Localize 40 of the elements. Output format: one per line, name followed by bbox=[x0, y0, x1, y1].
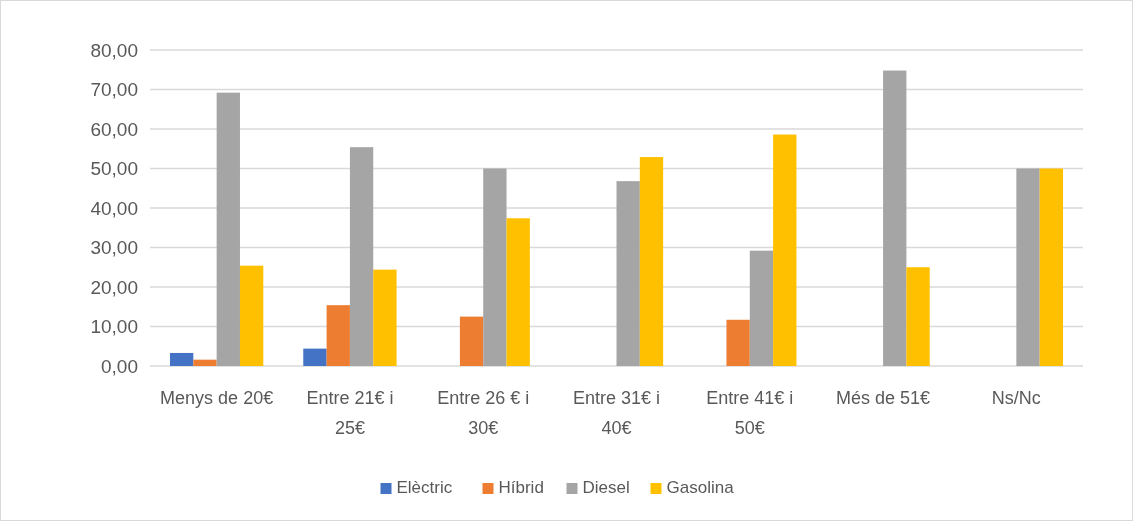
legend-label: Diesel bbox=[582, 478, 630, 497]
y-tick-label: 40,00 bbox=[90, 197, 138, 219]
y-tick-label: 50,00 bbox=[90, 158, 138, 180]
legend-label: Elèctric bbox=[396, 478, 453, 497]
y-tick-label: 10,00 bbox=[90, 316, 138, 338]
legend-label: Híbrid bbox=[498, 478, 544, 497]
x-tick-label: Entre 41€ i 50€ bbox=[706, 388, 794, 438]
bar bbox=[193, 359, 217, 366]
x-tick-label: Entre 31€ i 40€ bbox=[572, 388, 661, 438]
bar bbox=[1016, 168, 1040, 366]
bar bbox=[483, 168, 507, 366]
bar bbox=[373, 269, 397, 366]
legend-label: Gasolina bbox=[666, 478, 735, 497]
bar bbox=[883, 70, 907, 366]
bar bbox=[1039, 168, 1064, 366]
bar bbox=[169, 352, 194, 366]
y-tick-label: 60,00 bbox=[90, 118, 138, 140]
bar bbox=[773, 134, 797, 366]
x-tick-label: Més de 51€ bbox=[836, 388, 931, 408]
bar bbox=[639, 157, 664, 366]
bar bbox=[459, 316, 484, 366]
bar bbox=[506, 218, 530, 366]
x-tick-label: Ns/Nc bbox=[991, 388, 1041, 408]
bar bbox=[906, 267, 930, 366]
x-tick-label: Menys de 20€ bbox=[160, 388, 274, 408]
bar bbox=[349, 147, 374, 366]
bar bbox=[616, 181, 640, 366]
bar bbox=[326, 305, 350, 366]
bar bbox=[726, 319, 750, 366]
x-tick-label: Entre 21€ i 25€ bbox=[306, 388, 394, 438]
bar bbox=[303, 348, 327, 366]
bar bbox=[216, 92, 240, 366]
y-tick-label: 20,00 bbox=[90, 276, 138, 298]
y-tick-label: 30,00 bbox=[90, 237, 138, 259]
y-tick-label: 0,00 bbox=[101, 355, 138, 377]
bar bbox=[749, 250, 774, 366]
y-tick-label: 80,00 bbox=[90, 39, 138, 61]
bar bbox=[239, 265, 264, 366]
y-tick-label: 70,00 bbox=[90, 79, 138, 101]
x-tick-label: Entre 26 € i 30€ bbox=[437, 388, 530, 438]
